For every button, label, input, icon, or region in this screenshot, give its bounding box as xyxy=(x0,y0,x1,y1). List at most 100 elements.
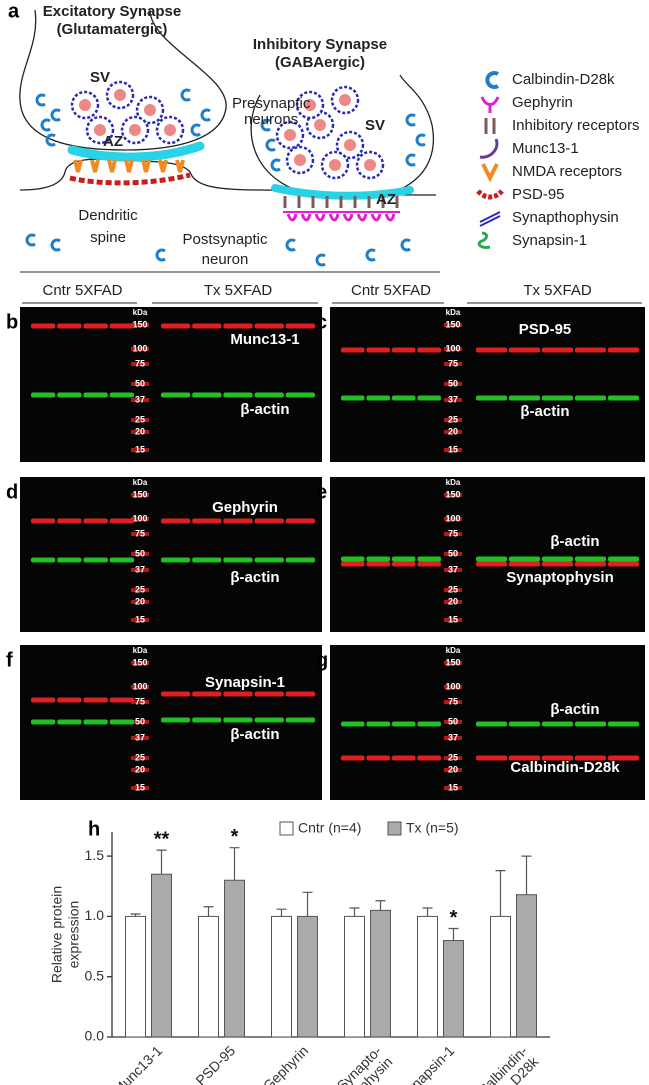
ladder-label: 20 xyxy=(135,764,145,774)
error-bar xyxy=(203,906,214,917)
ladder-label: 100 xyxy=(445,343,460,353)
band xyxy=(109,697,134,703)
error-bar xyxy=(349,907,360,917)
band xyxy=(31,392,56,398)
band xyxy=(608,755,639,761)
band xyxy=(392,556,416,562)
ladder-label: 100 xyxy=(132,343,147,353)
band xyxy=(192,557,222,563)
ladder-label: 50 xyxy=(448,716,458,726)
ladder-band xyxy=(444,618,462,622)
band xyxy=(223,717,253,723)
label: AZ xyxy=(376,191,396,208)
band xyxy=(476,755,507,761)
ladder-band xyxy=(444,382,462,386)
ladder-label: kDa xyxy=(133,478,148,487)
vesicle-core xyxy=(294,154,306,166)
band-label: β-actin xyxy=(550,701,599,718)
band xyxy=(192,392,222,398)
ladder-band xyxy=(444,568,462,572)
label: Presynaptic xyxy=(232,95,311,112)
legend-label: NMDA receptors xyxy=(512,163,622,180)
label: neurons xyxy=(244,111,298,128)
gephyrin xyxy=(314,213,326,222)
calbindin-marker xyxy=(400,238,411,252)
band xyxy=(366,395,390,401)
calbindin-marker xyxy=(40,118,51,132)
legend-icon xyxy=(485,71,500,89)
band xyxy=(109,392,134,398)
ladder-label: 25 xyxy=(135,414,145,424)
band xyxy=(417,556,441,562)
ladder-label: 150 xyxy=(132,489,147,499)
legend-icon xyxy=(480,96,500,113)
panel-letter: g xyxy=(316,649,328,671)
significance-label: * xyxy=(450,907,458,929)
calbindin-marker xyxy=(200,108,211,122)
band xyxy=(223,691,253,697)
band xyxy=(476,561,507,567)
significance-label: ** xyxy=(154,828,170,850)
ladder-label: 37 xyxy=(135,564,145,574)
error-bar xyxy=(229,847,240,881)
band xyxy=(608,721,639,727)
band xyxy=(192,717,222,723)
error-bar xyxy=(156,849,167,875)
nmda-receptor xyxy=(107,159,117,173)
ladder-band xyxy=(131,700,149,704)
band xyxy=(509,395,540,401)
ladder-label: 75 xyxy=(135,358,145,368)
bar xyxy=(516,894,537,1038)
band xyxy=(366,561,390,567)
ladder-label: 150 xyxy=(445,489,460,499)
band xyxy=(341,347,365,353)
title: (Glutamatergic) xyxy=(57,21,168,38)
ladder-label: 25 xyxy=(135,752,145,762)
x-tick-label: Synapto-physin xyxy=(333,1042,395,1085)
band xyxy=(161,557,191,563)
calbindin-marker xyxy=(365,248,376,262)
calbindin-marker xyxy=(45,133,56,147)
ladder-label: 75 xyxy=(448,696,458,706)
ladder-band xyxy=(444,661,462,665)
panel-letter: a xyxy=(8,0,20,22)
y-tick-label: 1.0 xyxy=(85,907,105,923)
legend-label: PSD-95 xyxy=(512,186,565,203)
error-bar xyxy=(302,891,313,917)
vesicle-core xyxy=(364,159,376,171)
ladder-band xyxy=(131,382,149,386)
active-zone xyxy=(271,184,414,200)
calbindin-marker xyxy=(285,238,296,252)
band xyxy=(57,392,82,398)
calbindin-marker xyxy=(50,108,61,122)
ladder-band xyxy=(131,685,149,689)
ladder-band xyxy=(444,418,462,422)
band xyxy=(223,518,253,524)
blot-image xyxy=(330,307,645,462)
label: Dendritic xyxy=(78,207,138,224)
band xyxy=(542,347,573,353)
ladder-band xyxy=(131,430,149,434)
panel-letter: c xyxy=(316,311,327,333)
band xyxy=(109,518,134,524)
band xyxy=(57,557,82,563)
ladder-band xyxy=(444,448,462,452)
ladder-label: 20 xyxy=(448,596,458,606)
ladder-band xyxy=(131,661,149,665)
ladder-label: 15 xyxy=(135,614,145,624)
ladder-band xyxy=(131,786,149,790)
ladder-label: 150 xyxy=(445,319,460,329)
y-axis-label: Relative protein xyxy=(49,886,65,983)
ladder-label: 15 xyxy=(448,782,458,792)
bar xyxy=(151,873,172,1038)
ladder-band xyxy=(444,600,462,604)
band xyxy=(608,556,639,562)
band xyxy=(254,717,284,723)
error-bar xyxy=(276,908,287,917)
band xyxy=(608,347,639,353)
ladder-band xyxy=(131,756,149,760)
ladder-band xyxy=(444,552,462,556)
band-label: β-actin xyxy=(230,726,279,743)
band xyxy=(575,755,606,761)
nmda-receptor xyxy=(175,159,185,173)
